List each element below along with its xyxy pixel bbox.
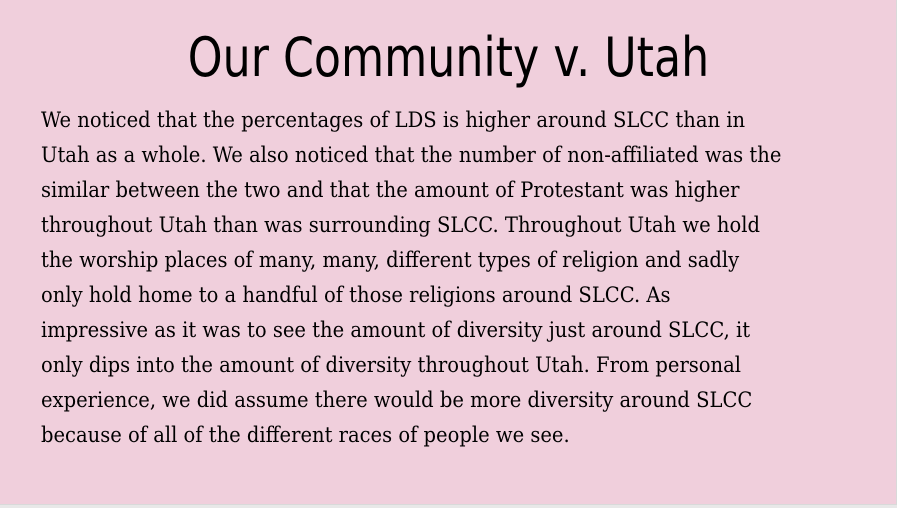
body-line: because of all of the different races of… [41,423,570,447]
body-line: only dips into the amount of diversity t… [41,353,742,377]
body-line: only hold home to a handful of those rel… [41,283,671,307]
body-line: experience, we did assume there would be… [41,388,753,412]
body-line: Utah as a whole. We also noticed that th… [41,143,782,167]
slide-title: Our Community v. Utah [187,26,710,89]
body-line: impressive as it was to see the amount o… [41,318,751,342]
slide-body-text: We noticed that the percentages of LDS i… [41,103,867,453]
body-line: throughout Utah than was surrounding SLC… [41,213,760,237]
body-line: We noticed that the percentages of LDS i… [41,108,746,132]
body-line: the worship places of many, many, differ… [41,248,740,272]
body-line: similar between the two and that the amo… [41,178,740,202]
